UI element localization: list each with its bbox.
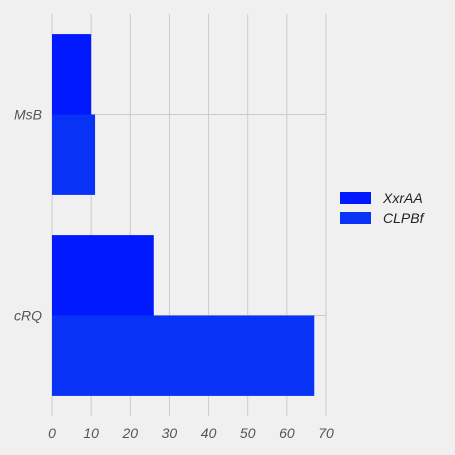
x-tick-label: 10 bbox=[83, 425, 99, 441]
y-tick-label: MsB bbox=[14, 107, 42, 123]
legend-label: XxrAA bbox=[382, 190, 423, 206]
legend-label: CLPBf bbox=[383, 210, 426, 226]
x-tick-label: 40 bbox=[201, 425, 217, 441]
bars bbox=[52, 34, 315, 396]
legend: XxrAA CLPBf bbox=[340, 190, 426, 226]
x-tick-label: 0 bbox=[48, 425, 56, 441]
bar-CLPBf-cRQ bbox=[52, 315, 315, 396]
x-tick-label: 70 bbox=[318, 425, 334, 441]
bar-XxrAA-MsB bbox=[52, 34, 92, 115]
x-tick-label: 50 bbox=[240, 425, 256, 441]
y-axis-ticks: MsB cRQ bbox=[14, 107, 42, 324]
x-axis-ticks: 0 10 20 30 40 50 60 70 bbox=[48, 425, 334, 441]
x-tick-label: 60 bbox=[279, 425, 295, 441]
legend-swatch bbox=[340, 212, 371, 224]
legend-swatch bbox=[340, 192, 371, 204]
x-tick-label: 20 bbox=[121, 425, 138, 441]
y-tick-label: cRQ bbox=[14, 308, 42, 324]
bar-XxrAA-cRQ bbox=[52, 235, 154, 316]
x-tick-label: 30 bbox=[162, 425, 178, 441]
bar-CLPBf-MsB bbox=[52, 114, 96, 195]
